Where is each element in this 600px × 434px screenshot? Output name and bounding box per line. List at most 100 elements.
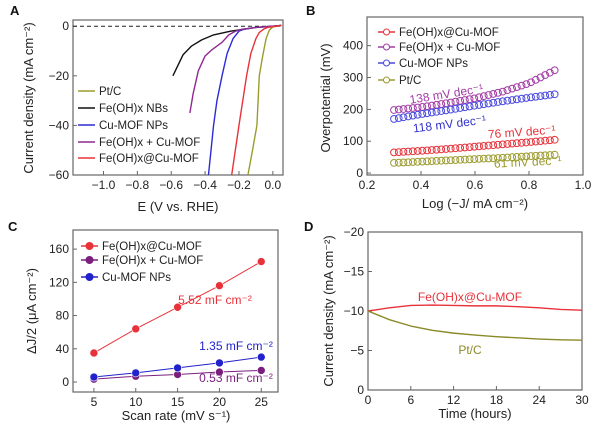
series-0	[368, 304, 582, 312]
y-tick-label: 100	[343, 134, 363, 148]
data-point	[536, 151, 545, 160]
x-tick-label: 1.0	[575, 178, 592, 192]
data-point	[173, 302, 182, 312]
data-point	[437, 107, 446, 115]
y-tick-label: 300	[343, 71, 363, 85]
data-point	[451, 156, 460, 164]
data-point	[498, 153, 507, 162]
legend-entry: Pt/C	[378, 75, 421, 87]
series-line	[368, 310, 582, 341]
y-tick-label: −5	[350, 344, 364, 358]
data-point	[498, 97, 507, 106]
x-axis-label: Scan rate (mV s⁻¹)	[122, 408, 231, 423]
x-tick-label: 0.2	[359, 178, 376, 192]
x-tick-label: 30	[575, 393, 589, 407]
legend-label: Fe(OH)x + Cu-MOF	[399, 42, 500, 54]
data-point	[404, 147, 413, 156]
data-point	[512, 83, 521, 92]
data-point	[404, 104, 413, 113]
chart-panel-c: 5 10 15 20 25 0 40 80 120 160 Scan rate (mV s⁻¹) ΔJ…	[24, 229, 279, 423]
data-point	[460, 143, 469, 152]
data-point	[446, 156, 455, 165]
data-point	[475, 101, 483, 109]
annotation: 0.53 mF cm⁻²	[199, 371, 273, 385]
x-tick-label: −0.8	[126, 178, 150, 192]
legend-entry: Fe(OH)x@Cu-MOF	[378, 27, 499, 39]
series-0	[89, 257, 266, 358]
data-point	[517, 94, 526, 103]
data-point	[394, 105, 403, 114]
data-point	[432, 107, 441, 116]
data-point	[508, 96, 517, 104]
data-point	[215, 358, 224, 368]
data-point	[89, 372, 99, 382]
series-line	[368, 304, 582, 312]
legend-label: Cu-MOF NPs	[102, 272, 171, 284]
data-point	[413, 147, 422, 155]
legend-entry: Fe(OH)x NBs	[78, 103, 168, 115]
data-point	[442, 145, 450, 153]
legend-label: Fe(OH)x@Cu-MOF	[102, 241, 202, 253]
legend-entry: Cu-MOF NPs	[78, 120, 168, 132]
series-3	[390, 150, 559, 167]
data-point	[409, 158, 417, 166]
data-point	[550, 66, 559, 75]
data-point	[489, 154, 498, 163]
data-point	[432, 145, 441, 154]
legend-label: Cu-MOF NPs	[99, 120, 168, 132]
x-axis-label: Time (hours)	[438, 406, 511, 421]
data-point	[394, 148, 403, 157]
data-point	[409, 104, 417, 112]
data-point	[446, 144, 455, 153]
y-tick-label: 0	[62, 375, 69, 389]
data-point	[215, 281, 224, 290]
y-tick-label: 0	[357, 383, 364, 397]
legend-label: Pt/C	[99, 86, 121, 98]
data-point	[494, 98, 502, 106]
chart-panel-b: 0.2 0.4 0.6 0.8 1.0 0 100 200 300 400 Log (−J/ mA …	[318, 16, 592, 211]
data-point	[479, 142, 488, 150]
y-tick-label: −10	[344, 304, 365, 318]
x-tick-label: 25	[255, 395, 269, 409]
x-tick-label: 12	[447, 393, 461, 407]
data-point	[470, 142, 479, 151]
data-point	[423, 146, 431, 155]
y-tick-label: 160	[49, 242, 69, 256]
y-axis-label: Current density (mA cm⁻²)	[21, 22, 36, 173]
x-tick-label: 18	[490, 393, 504, 407]
y-axis-label: Overpotential (mV)	[318, 43, 333, 152]
x-tick-label: −0.6	[159, 178, 183, 192]
data-point	[399, 105, 408, 113]
data-point	[418, 157, 427, 166]
x-tick-label: −0.4	[193, 178, 217, 192]
data-point	[399, 158, 408, 167]
data-point	[418, 146, 427, 155]
data-point	[546, 151, 554, 159]
x-tick-label: 0.6	[467, 178, 484, 192]
series-2	[207, 24, 282, 175]
legend-label: Cu-MOF NPs	[399, 58, 468, 70]
annotation: 76 mV dec⁻¹	[487, 123, 556, 142]
y-tick-label: 80	[56, 309, 70, 323]
data-point	[494, 140, 502, 149]
data-point	[437, 145, 446, 154]
plot-frame	[72, 19, 284, 176]
legend-label: Fe(OH)x@Cu-MOF	[399, 27, 499, 39]
data-point	[498, 140, 507, 149]
data-point	[215, 367, 224, 377]
data-point	[173, 363, 182, 373]
data-point	[456, 143, 465, 152]
data-point	[256, 352, 266, 362]
data-point	[256, 257, 266, 266]
legend-entry: Fe(OH)x + Cu-MOF	[81, 255, 203, 267]
data-point	[517, 138, 526, 147]
x-tick-label: 0.8	[521, 178, 538, 192]
data-point	[541, 91, 550, 100]
annotation: 5.52 mF cm⁻²	[178, 293, 252, 307]
data-point	[503, 140, 512, 148]
data-point	[479, 100, 488, 109]
data-point	[550, 90, 559, 99]
series-3	[189, 24, 282, 114]
legend-label: Fe(OH)x NBs	[99, 103, 168, 115]
data-point	[522, 80, 531, 89]
